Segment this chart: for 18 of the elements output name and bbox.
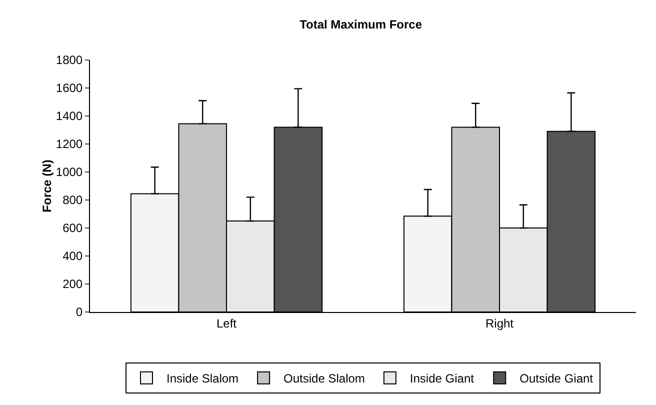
y-tick-label: 1400 [56,109,83,124]
y-tick-label: 1200 [56,137,83,152]
legend-label: Outside Giant [520,372,594,386]
y-tick-label: 1800 [56,53,83,68]
x-tick-label: Left [216,316,238,330]
y-tick-label: 600 [62,221,83,236]
legend-label: Inside Slalom [166,372,239,386]
legend-label: Inside Giant [410,372,475,386]
legend-label: Outside Slalom [284,372,365,386]
y-tick-label: 1600 [56,81,83,96]
y-tick-label: 400 [62,249,83,264]
x-tick-label: Right [485,316,514,330]
y-tick-label: 1000 [56,165,83,180]
y-tick-label: 200 [62,277,83,292]
y-axis-title: Force (N) [40,160,54,212]
y-tick-label: 0 [76,305,83,320]
y-tick-label: 800 [62,193,83,208]
chart-title: Total Maximum Force [300,18,422,32]
